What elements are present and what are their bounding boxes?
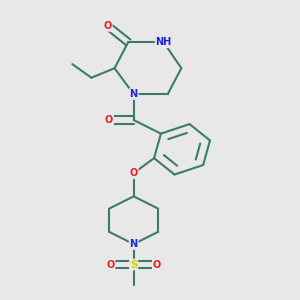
Text: O: O [106, 260, 115, 269]
Text: O: O [130, 168, 138, 178]
Text: N: N [130, 239, 138, 249]
Text: O: O [153, 260, 161, 269]
Text: N: N [130, 89, 138, 99]
Text: O: O [105, 115, 113, 125]
Text: S: S [130, 260, 137, 269]
Text: O: O [103, 21, 112, 31]
Text: NH: NH [155, 37, 172, 47]
